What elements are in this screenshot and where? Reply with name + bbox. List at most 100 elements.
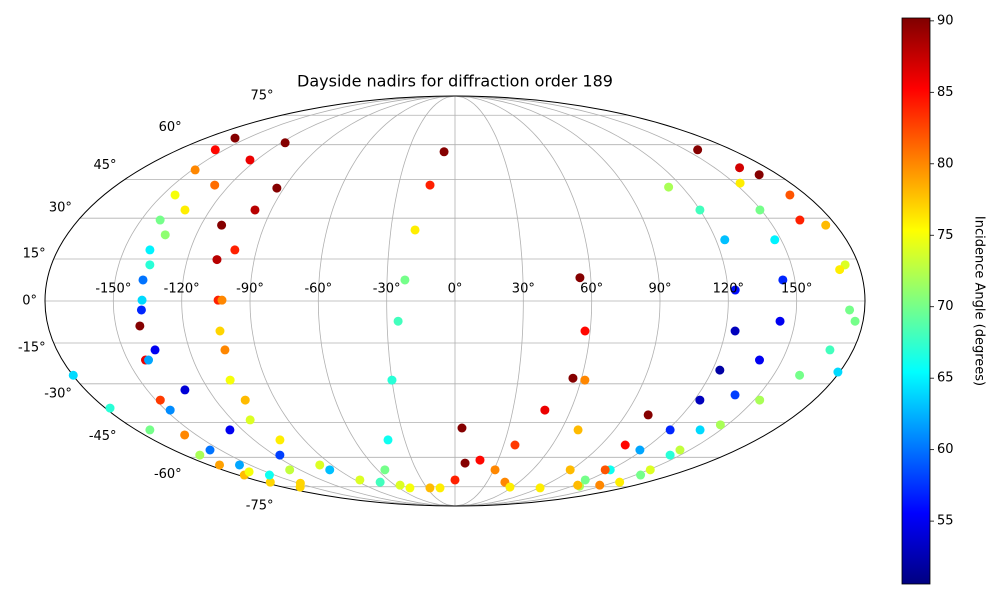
- data-point: [137, 295, 147, 305]
- data-point: [225, 425, 235, 435]
- data-point: [635, 445, 645, 455]
- data-point: [535, 483, 545, 493]
- data-point: [325, 465, 335, 475]
- data-point: [505, 482, 515, 492]
- data-point: [155, 215, 165, 225]
- data-point: [380, 465, 390, 475]
- x-tick-label: -90°: [236, 282, 264, 297]
- chart-title: Dayside nadirs for diffraction order 189: [297, 72, 613, 91]
- x-tick-label: -120°: [164, 282, 200, 297]
- data-point: [575, 273, 585, 283]
- data-point: [155, 395, 165, 405]
- data-point: [795, 370, 805, 380]
- data-point: [240, 395, 250, 405]
- x-tick-label: -30°: [373, 282, 401, 297]
- data-point: [144, 355, 154, 365]
- grid: [45, 95, 865, 507]
- data-point: [195, 450, 205, 460]
- x-tick-label: 0°: [448, 282, 463, 297]
- data-point: [693, 145, 703, 155]
- colorbar-tick-label: 65: [937, 371, 954, 386]
- y-tick-label: 15°: [23, 246, 46, 261]
- data-point: [821, 220, 831, 230]
- data-point: [665, 450, 675, 460]
- data-point: [212, 255, 222, 265]
- data-point: [785, 190, 795, 200]
- data-point: [425, 180, 435, 190]
- colorbar-label: Incidence Angle (degrees): [972, 216, 987, 386]
- y-tick-label: 60°: [159, 120, 182, 135]
- data-point: [180, 430, 190, 440]
- colorbar: [901, 17, 931, 585]
- data-point: [145, 425, 155, 435]
- data-point: [215, 460, 225, 470]
- data-point: [730, 390, 740, 400]
- data-point: [435, 483, 445, 493]
- y-tick-label: -15°: [18, 341, 46, 356]
- data-point: [395, 480, 405, 490]
- y-tick-label: 75°: [250, 88, 273, 103]
- data-point: [450, 475, 460, 485]
- data-point: [170, 190, 180, 200]
- data-point: [135, 321, 145, 331]
- data-point: [217, 295, 227, 305]
- data-point: [145, 245, 155, 255]
- colorbar-tick-label: 60: [937, 442, 954, 457]
- data-point: [490, 465, 500, 475]
- x-tick-label: -150°: [95, 282, 131, 297]
- map-frame: [44, 95, 866, 507]
- data-point: [715, 420, 725, 430]
- data-point: [615, 477, 625, 487]
- data-point: [387, 375, 397, 385]
- data-point: [568, 373, 578, 383]
- data-point: [205, 445, 215, 455]
- data-point: [215, 326, 225, 336]
- data-point: [145, 260, 155, 270]
- data-point: [475, 455, 485, 465]
- data-point: [850, 316, 860, 326]
- data-point: [695, 395, 705, 405]
- data-point: [280, 138, 290, 148]
- y-tick-label: 0°: [22, 294, 37, 309]
- colorbar-tick-label: 90: [937, 13, 954, 28]
- data-point: [272, 183, 282, 193]
- data-point: [540, 405, 550, 415]
- data-point: [580, 326, 590, 336]
- data-point: [754, 170, 764, 180]
- data-point: [665, 425, 675, 435]
- x-tick-label: 150°: [781, 282, 812, 297]
- data-point: [675, 445, 685, 455]
- data-point: [720, 235, 730, 245]
- data-point: [755, 355, 765, 365]
- data-point: [275, 435, 285, 445]
- data-point: [620, 440, 630, 450]
- data-point: [439, 147, 449, 157]
- data-point: [457, 423, 467, 433]
- colorbar-ticks: 55 60 65 70 75 80 85 90: [930, 13, 954, 529]
- data-point: [833, 367, 843, 377]
- colorbar-tick-label: 70: [937, 299, 954, 314]
- data-point: [825, 345, 835, 355]
- data-point: [580, 375, 590, 385]
- points: [68, 133, 860, 493]
- data-point: [755, 205, 765, 215]
- data-point: [230, 245, 240, 255]
- data-point: [217, 220, 227, 230]
- x-tick-label: 60°: [580, 282, 603, 297]
- data-point: [234, 460, 244, 470]
- data-point: [730, 326, 740, 336]
- colorbar-tick-label: 85: [937, 85, 954, 100]
- data-point: [645, 465, 655, 475]
- data-point: [250, 205, 260, 215]
- data-point: [220, 345, 230, 355]
- data-point: [245, 155, 255, 165]
- x-tick-label: 90°: [648, 282, 671, 297]
- data-point: [150, 345, 160, 355]
- data-point: [735, 163, 745, 173]
- data-point: [778, 275, 788, 285]
- data-point: [460, 458, 470, 468]
- data-point: [210, 145, 220, 155]
- data-point: [595, 480, 605, 490]
- data-point: [573, 425, 583, 435]
- data-point: [265, 477, 275, 487]
